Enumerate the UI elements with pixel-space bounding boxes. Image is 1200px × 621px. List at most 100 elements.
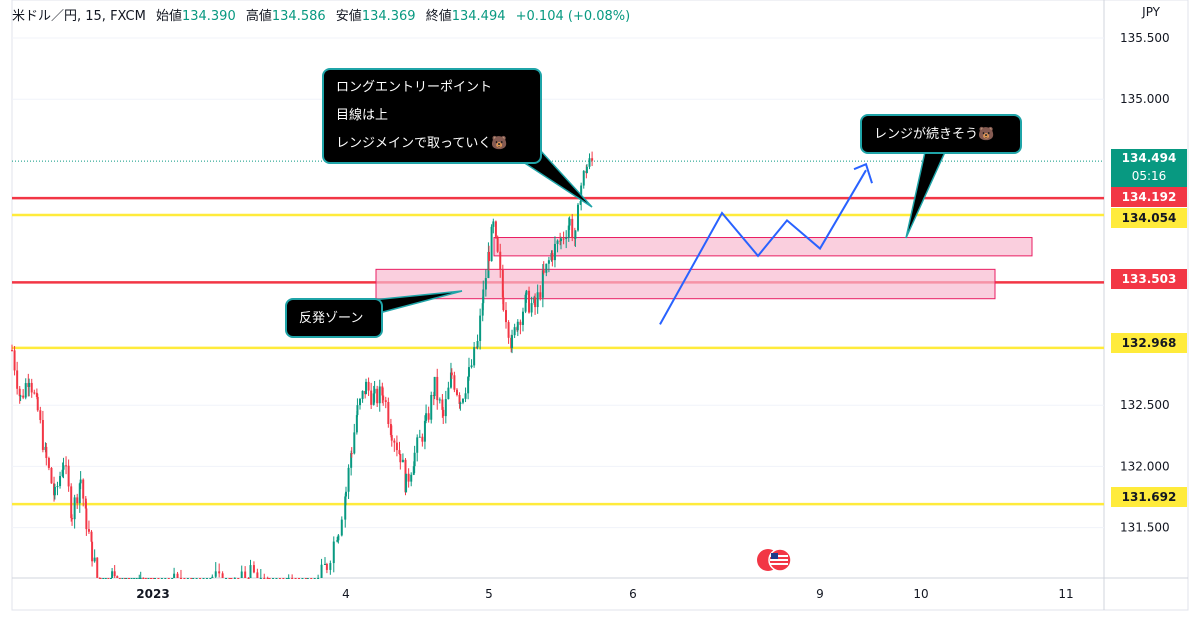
candle-body — [412, 466, 415, 475]
x-tick-label: 5 — [485, 587, 493, 601]
candle-body — [85, 508, 88, 530]
candle-body — [171, 578, 174, 579]
candle-body — [449, 372, 452, 388]
candle-body — [353, 432, 356, 454]
candle-body — [78, 483, 81, 504]
candle-body — [547, 260, 550, 264]
x-tick-label: 4 — [342, 587, 350, 601]
candle-body — [591, 158, 594, 161]
candle-body — [53, 486, 56, 496]
candle-body — [301, 578, 304, 579]
candle-body — [355, 415, 358, 433]
candle-body — [79, 479, 82, 484]
candle-body — [347, 467, 350, 492]
candle-body — [30, 382, 33, 393]
candle-body — [71, 518, 74, 520]
range-continue-callout[interactable]: レンジが続きそう🐻 — [860, 114, 1022, 154]
candle-body — [167, 578, 170, 579]
currency-label: JPY — [1142, 5, 1160, 19]
callout-text: 反発ゾーン — [299, 311, 364, 326]
candle-body — [455, 389, 458, 395]
low-label: 安値 — [335, 9, 362, 24]
candle-body — [24, 383, 27, 398]
candle-body — [329, 563, 332, 570]
candle-body — [123, 578, 126, 579]
candle-body — [370, 390, 373, 405]
x-tick-label: 11 — [1058, 587, 1073, 601]
candle-body — [121, 578, 124, 579]
close-label: 終値 — [425, 9, 452, 24]
candle-body — [350, 453, 353, 455]
candle-body — [127, 578, 130, 579]
y-tick-label: 131.500 — [1120, 521, 1170, 535]
y-tick-label: 135.500 — [1120, 31, 1170, 45]
candle-body — [376, 388, 379, 404]
candle-body — [287, 578, 290, 579]
candle-body — [521, 311, 524, 325]
candle-body — [47, 458, 50, 468]
candle-body — [410, 474, 413, 482]
candle-body — [59, 476, 62, 487]
candle-body — [320, 564, 323, 578]
projection-line — [659, 169, 867, 325]
candle-body — [263, 578, 266, 579]
candle-body — [275, 578, 278, 579]
candle-body — [291, 578, 294, 579]
candle-body — [310, 578, 313, 579]
x-tick-label: 2023 — [136, 587, 169, 601]
candle-body — [84, 498, 87, 509]
symbol-name: 米ドル／円, 15, FXCM — [12, 9, 146, 24]
x-tick-label: 6 — [629, 587, 637, 601]
candle-body — [179, 578, 182, 579]
candle-body — [536, 292, 539, 308]
candle-body — [382, 395, 385, 401]
candle-body — [154, 578, 156, 579]
candle-body — [35, 392, 38, 397]
candle-body — [33, 392, 36, 394]
close-value: 134.494 — [451, 9, 506, 24]
candle-body — [139, 578, 142, 579]
candle-body — [337, 535, 340, 541]
callout-line-3: レンジメインで取っていく🐻 — [336, 136, 508, 151]
candle-body — [272, 578, 275, 579]
candle-body — [413, 452, 416, 467]
y-tick-label: 135.000 — [1120, 92, 1170, 106]
candle-body — [344, 496, 347, 520]
candle-body — [259, 578, 262, 579]
horizontal-levels — [12, 160, 1104, 506]
candle-body — [102, 578, 105, 579]
open-value: 134.390 — [181, 9, 236, 24]
candle-body — [556, 240, 559, 244]
candle-body — [484, 278, 487, 290]
candle-body — [133, 578, 136, 579]
candle-body — [481, 303, 484, 316]
candle-body — [384, 400, 387, 402]
candle-body — [359, 398, 362, 406]
long-entry-callout[interactable]: ロングエントリーポイント 目線は上 レンジメインで取っていく🐻 — [322, 68, 542, 164]
callout-text: レンジが続きそう🐻 — [874, 127, 995, 142]
symbol-header: 米ドル／円, 15, FXCM 始値134.390 高値134.586 安値13… — [12, 5, 630, 24]
candle-body — [218, 571, 221, 574]
candle-body — [28, 382, 31, 387]
candle-body — [230, 578, 233, 579]
candle-body — [541, 270, 544, 298]
candle-body — [576, 204, 579, 231]
candle-body — [225, 578, 228, 579]
candle-body — [534, 297, 537, 308]
candle-body — [65, 465, 68, 467]
candle-body — [209, 578, 212, 579]
candle-body — [268, 578, 271, 579]
candle-body — [195, 578, 198, 579]
axes: 135.500 135.000 132.500 132.000 131.500 2023 4… — [136, 31, 1169, 601]
candle-body — [372, 393, 375, 405]
candle-body — [438, 399, 441, 401]
us-flag-event-icon[interactable] — [756, 547, 792, 573]
rebound-zone-callout[interactable]: 反発ゾーン — [285, 298, 383, 338]
candle-body — [252, 565, 255, 573]
candle-body — [41, 419, 44, 450]
candle-body — [202, 578, 205, 579]
x-tick-label: 9 — [816, 587, 824, 601]
candle-body — [433, 376, 436, 397]
candle-body — [504, 310, 507, 323]
